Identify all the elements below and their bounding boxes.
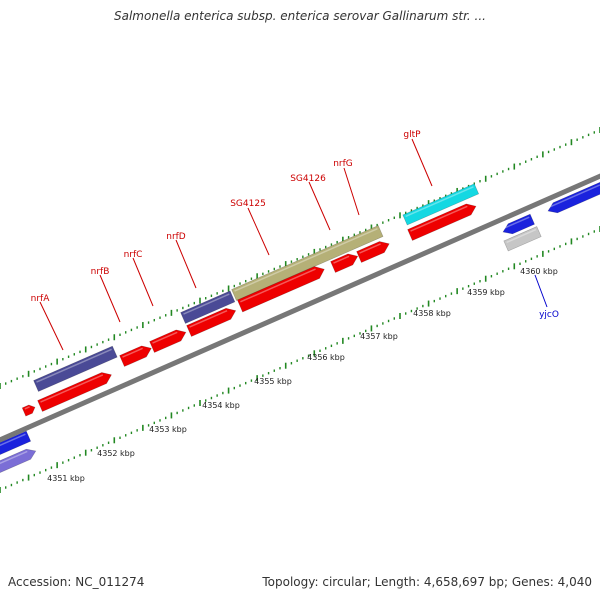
- leader-line: [132, 257, 154, 307]
- map-title: Salmonella enterica subsp. enterica sero…: [114, 9, 486, 23]
- nrfB-arrow: [119, 345, 152, 367]
- SG4125-arrow: [237, 266, 325, 313]
- nrfD-gene-shade: [183, 293, 230, 315]
- left-edge-blue-gene: [0, 430, 32, 455]
- kbp-label: 4355 kbp: [254, 377, 292, 386]
- kbp-label: 4359 kbp: [467, 288, 505, 297]
- leader-line: [343, 167, 360, 216]
- gene-label-sg4126: SG4126: [290, 174, 326, 184]
- gltP-arrow-shade: [410, 205, 468, 232]
- gene-label-nrfb: nrfB: [91, 267, 110, 277]
- gene-label-nrfa: nrfA: [31, 294, 51, 304]
- nrfD-gene: [180, 290, 236, 324]
- nrfD-arrow-shade: [189, 310, 228, 328]
- left-edge-blue-gene-shade: [0, 433, 26, 447]
- yjcO-gene-shade: [506, 228, 537, 244]
- gltP-arrow: [407, 203, 477, 241]
- gene-label-gltp: gltP: [403, 130, 421, 140]
- nrfA-gene: [33, 345, 118, 392]
- SG4125-gene: [231, 225, 384, 301]
- left-edge-lavender-gene-shade: [0, 450, 28, 465]
- SG4125-arrow-shade: [240, 268, 316, 303]
- nrfA-arrow: [37, 372, 112, 412]
- topology-text: Topology: circular; Length: 4,658,697 bp…: [262, 575, 592, 589]
- kbp-label: 4352 kbp: [97, 449, 135, 458]
- kbp-label: 4360 kbp: [520, 267, 558, 276]
- label-leaders: [39, 138, 548, 351]
- leader-line: [175, 239, 197, 289]
- kbp-label: 4354 kbp: [202, 401, 240, 410]
- yjcO-neighbor-gene-shade: [503, 216, 530, 230]
- nrfD-arrow: [186, 307, 237, 337]
- nrfA-arrow-shade: [40, 374, 104, 403]
- kbp-label: 4353 kbp: [149, 425, 187, 434]
- kbp-labels: 4351 kbp 4352 kbp 4353 kbp 4354 kbp 4355 kbp…: [47, 267, 558, 483]
- tick-marks: [0, 127, 600, 493]
- gltP-gene: [402, 183, 480, 226]
- leader-line: [534, 274, 548, 308]
- nrfB-arrow-shade: [122, 347, 143, 358]
- nrfG-arrow: [356, 241, 390, 263]
- right-edge-gene: [547, 181, 600, 214]
- kbp-label: 4357 kbp: [360, 332, 398, 341]
- gene-label-nrfd: nrfD: [166, 232, 186, 242]
- kbp-label: 4356 kbp: [307, 353, 345, 362]
- nrfA-gene-shade: [36, 348, 112, 383]
- kbp-label: 4351 kbp: [47, 474, 85, 483]
- gene-features: [0, 181, 600, 473]
- gene-label-sg4125: SG4125: [230, 199, 266, 209]
- kbp-label: 4358 kbp: [413, 309, 451, 318]
- leader-line: [99, 274, 121, 323]
- small-left-arrow: [21, 404, 36, 417]
- yjcO-gene: [503, 226, 542, 252]
- leader-line: [39, 301, 64, 351]
- nrfG-arrow-shade: [359, 243, 381, 254]
- nrfC-arrow-shade: [152, 331, 178, 344]
- leader-line: [247, 207, 270, 256]
- yjcO-neighbor-gene: [502, 213, 535, 235]
- SG4126-arrow-shade: [333, 255, 350, 264]
- leader-line: [308, 181, 331, 231]
- gene-labels: nrfA nrfB nrfC nrfD SG4125 SG4126 nrfG gltP yjcO: [31, 130, 559, 320]
- SG4125-gene-shade: [234, 228, 378, 292]
- gene-label-yjco: yjcO: [539, 310, 559, 320]
- gene-label-nrfg: nrfG: [333, 159, 353, 169]
- backbone-line: [0, 173, 600, 443]
- right-edge-gene-shade: [548, 184, 600, 209]
- nrfC-arrow: [149, 329, 187, 353]
- gltP-gene-shade: [405, 186, 474, 218]
- left-edge-lavender-gene: [0, 448, 37, 473]
- small-left-arrow-shade: [24, 406, 30, 410]
- gene-label-nrfc: nrfC: [124, 250, 143, 260]
- leader-line: [411, 138, 433, 187]
- accession-text: Accession: NC_011274: [8, 575, 145, 589]
- SG4126-arrow: [330, 253, 359, 273]
